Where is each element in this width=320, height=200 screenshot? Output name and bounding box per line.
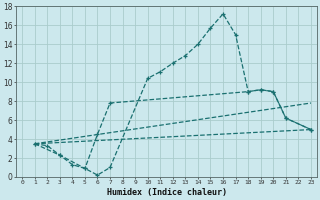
X-axis label: Humidex (Indice chaleur): Humidex (Indice chaleur) [107,188,227,197]
